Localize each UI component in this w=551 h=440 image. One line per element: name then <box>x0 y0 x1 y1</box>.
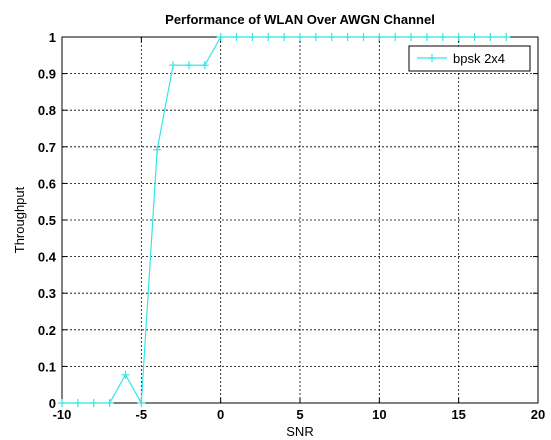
data-point <box>264 33 273 41</box>
data-point <box>184 61 193 70</box>
data-point <box>502 33 511 41</box>
y-tick-label: 0.5 <box>38 213 56 228</box>
legend-label: bpsk 2x4 <box>453 51 505 66</box>
axis-ticks: -10 -5 0 5 10 15 20 0 0.1 0.2 0.3 0.4 0.5 0.6 0.7 0.8 0.… <box>38 30 545 422</box>
data-point <box>311 33 320 41</box>
data-point <box>58 399 66 407</box>
x-tick-label: 20 <box>531 407 545 422</box>
x-tick-label: 0 <box>217 407 224 422</box>
y-axis-label: Throughput <box>12 186 27 253</box>
data-point <box>375 33 384 41</box>
data-point <box>438 33 447 41</box>
x-tick-label: 15 <box>451 407 465 422</box>
y-tick-label: 1 <box>49 30 56 45</box>
y-tick-label: 0 <box>49 396 56 411</box>
data-point <box>216 33 225 41</box>
data-point <box>73 399 82 407</box>
data-point <box>153 145 162 154</box>
x-tick-label: 10 <box>372 407 386 422</box>
grid <box>62 37 538 403</box>
data-point <box>105 399 114 407</box>
data-point <box>280 33 289 41</box>
data-point <box>200 61 209 70</box>
data-point <box>232 33 241 41</box>
data-point <box>296 33 304 41</box>
series <box>58 33 511 407</box>
y-tick-label: 0.8 <box>38 103 56 118</box>
data-point <box>359 33 368 41</box>
legend: bpsk 2x4 <box>408 45 531 72</box>
x-tick-label: -5 <box>136 407 148 422</box>
data-point <box>422 33 431 41</box>
data-point <box>137 399 146 407</box>
data-point <box>169 61 178 70</box>
data-point <box>343 33 352 41</box>
data-point <box>327 33 336 41</box>
y-tick-label: 0.3 <box>38 286 56 301</box>
data-point <box>454 33 463 41</box>
data-point <box>407 33 416 41</box>
x-tick-label: 5 <box>296 407 303 422</box>
y-tick-label: 0.7 <box>38 140 56 155</box>
data-point <box>391 33 400 41</box>
y-tick-label: 0.4 <box>38 250 57 265</box>
x-tick-label: -10 <box>53 407 72 422</box>
data-point <box>470 33 479 41</box>
data-point <box>121 370 130 379</box>
data-point <box>89 399 98 407</box>
chart-title: Performance of WLAN Over AWGN Channel <box>165 12 435 27</box>
x-axis-label: SNR <box>286 424 313 439</box>
y-tick-label: 0.2 <box>38 323 56 338</box>
data-point <box>248 33 257 41</box>
y-tick-label: 0.1 <box>38 359 56 374</box>
y-tick-label: 0.6 <box>38 176 56 191</box>
legend-box <box>408 45 531 72</box>
y-tick-label: 0.9 <box>38 67 56 82</box>
data-point <box>486 33 495 41</box>
